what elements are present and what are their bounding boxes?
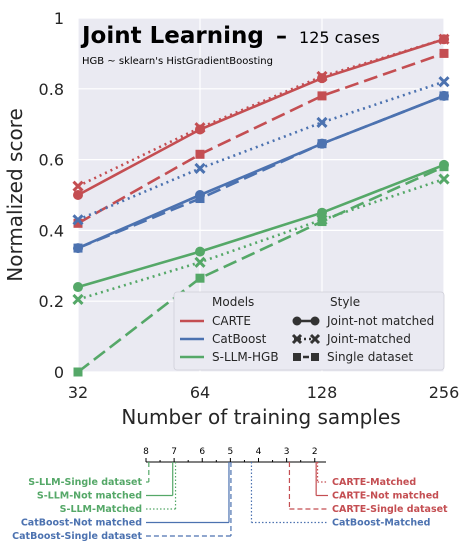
- x-tick-labels: 32 64 128 256: [68, 383, 459, 402]
- cd-label: S-LLM-Not matched: [37, 491, 142, 502]
- series-line: [77, 37, 445, 188]
- x-tick-label: 32: [68, 383, 88, 402]
- cd-label: S-LLM-Single dataset: [28, 477, 142, 488]
- point-marker: [438, 173, 450, 185]
- y-tick-label: 0.2: [39, 292, 64, 311]
- point-marker: [195, 273, 205, 283]
- y-tick-label: 0.8: [39, 80, 64, 99]
- y-tick-label: 0.6: [39, 151, 64, 170]
- legend-styles: Joint-not matched Joint-matched Single dat…: [291, 314, 434, 364]
- cd-label: CARTE-Not matched: [332, 491, 439, 502]
- point-marker: [195, 194, 205, 204]
- point-marker: [73, 367, 83, 377]
- cd-tick-label: 7: [171, 447, 177, 457]
- legend-model-label: CARTE: [212, 314, 251, 328]
- cd-tick-label: 4: [256, 447, 262, 457]
- cd-tick-label: 5: [228, 447, 234, 457]
- y-tick-label: 0: [54, 363, 64, 382]
- point-marker: [316, 70, 328, 82]
- point-marker: [72, 214, 84, 226]
- x-axis-label: Number of training samples: [121, 405, 400, 429]
- cd-tick-label: 6: [199, 447, 205, 457]
- point-marker: [194, 122, 206, 134]
- point-marker: [316, 116, 328, 128]
- series-line: [77, 52, 445, 225]
- series-s-llm-hgb-dashed: [73, 162, 449, 377]
- legend-style-label: Single dataset: [327, 350, 413, 364]
- legend-model-label: S-LLM-HGB: [212, 350, 279, 364]
- series-line: [77, 163, 445, 289]
- series-catboost-dashed: [73, 91, 449, 253]
- point-marker: [293, 353, 301, 361]
- series-line: [77, 165, 445, 374]
- series-line: [77, 177, 445, 301]
- cd-label: CARTE-Single dataset: [332, 504, 448, 515]
- series-line: [77, 80, 445, 221]
- point-marker: [73, 282, 83, 293]
- y-tick-label: 1: [54, 9, 64, 28]
- point-marker: [194, 162, 206, 175]
- series-carte-dashed: [73, 48, 449, 228]
- point-marker: [195, 149, 205, 159]
- cd-label: S-LLM-Matched: [60, 504, 142, 515]
- x-tick-label: 128: [307, 383, 338, 402]
- line-chart: 0 0.2 0.4 0.6 0.8 1 32 64 128 256 Normalized sco…: [3, 9, 459, 429]
- point-marker: [439, 162, 449, 172]
- legend-style-label: Joint-not matched: [326, 314, 434, 328]
- y-tick-labels: 0 0.2 0.4 0.6 0.8 1: [39, 9, 64, 382]
- legend-box: [173, 291, 445, 371]
- x-tick-label: 256: [429, 383, 460, 402]
- cd-label: CatBoost-Matched: [332, 518, 430, 529]
- point-marker: [72, 180, 84, 192]
- cd-tick-label: 3: [284, 447, 290, 457]
- chart-title: Joint Learning – 125 cases: [80, 23, 380, 49]
- chart-subtitle-note: HGB ~ sklearn's HistGradientBoosting: [82, 56, 273, 67]
- critical-difference-diagram: 8 7 6 5 4 3 2 S-LLM-Single dataset S-LLM-Not mat…: [12, 447, 448, 542]
- y-axis-label: Normalized score: [3, 108, 27, 282]
- y-tick-label: 0.4: [39, 221, 64, 240]
- point-marker: [72, 293, 84, 305]
- legend-models-title: Models: [212, 295, 254, 309]
- point-marker: [311, 353, 319, 361]
- point-marker: [439, 91, 449, 101]
- point-marker: [438, 33, 450, 45]
- point-marker: [317, 217, 327, 227]
- point-marker: [195, 246, 205, 257]
- point-marker: [73, 243, 83, 253]
- series-line: [77, 94, 445, 250]
- cd-tick-label: 2: [312, 447, 318, 457]
- cd-tick-label: 8: [143, 447, 149, 457]
- point-marker: [317, 91, 327, 101]
- legend: Models Style CARTE CatBoost S-LLM-HGB Join…: [173, 291, 445, 371]
- point-marker: [439, 48, 449, 58]
- cd-label: CatBoost-Single dataset: [12, 531, 142, 542]
- legend-model-label: CatBoost: [212, 332, 267, 346]
- x-tick-label: 64: [190, 383, 210, 402]
- point-marker: [73, 218, 83, 228]
- chart-title-dash: –: [276, 24, 287, 49]
- point-marker: [317, 139, 327, 149]
- series-carte-dotted: [72, 33, 450, 192]
- series-layer: [72, 33, 450, 377]
- series-catboost-dotted: [72, 76, 450, 226]
- legend-models: CARTE CatBoost S-LLM-HGB: [180, 314, 279, 364]
- legend-style-label: Joint-matched: [326, 332, 411, 346]
- chart-title-main: Joint Learning: [80, 23, 264, 49]
- point-marker: [73, 190, 83, 200]
- legend-style-title: Style: [330, 295, 360, 309]
- cd-label: CatBoost-Not matched: [21, 518, 142, 529]
- point-marker: [291, 333, 303, 345]
- point-marker: [310, 316, 320, 326]
- chart-title-suffix: 125 cases: [299, 28, 380, 47]
- point-marker: [292, 316, 302, 326]
- point-marker: [438, 76, 450, 88]
- point-marker: [194, 256, 206, 268]
- point-marker: [309, 333, 321, 345]
- cd-label: CARTE-Matched: [332, 477, 416, 488]
